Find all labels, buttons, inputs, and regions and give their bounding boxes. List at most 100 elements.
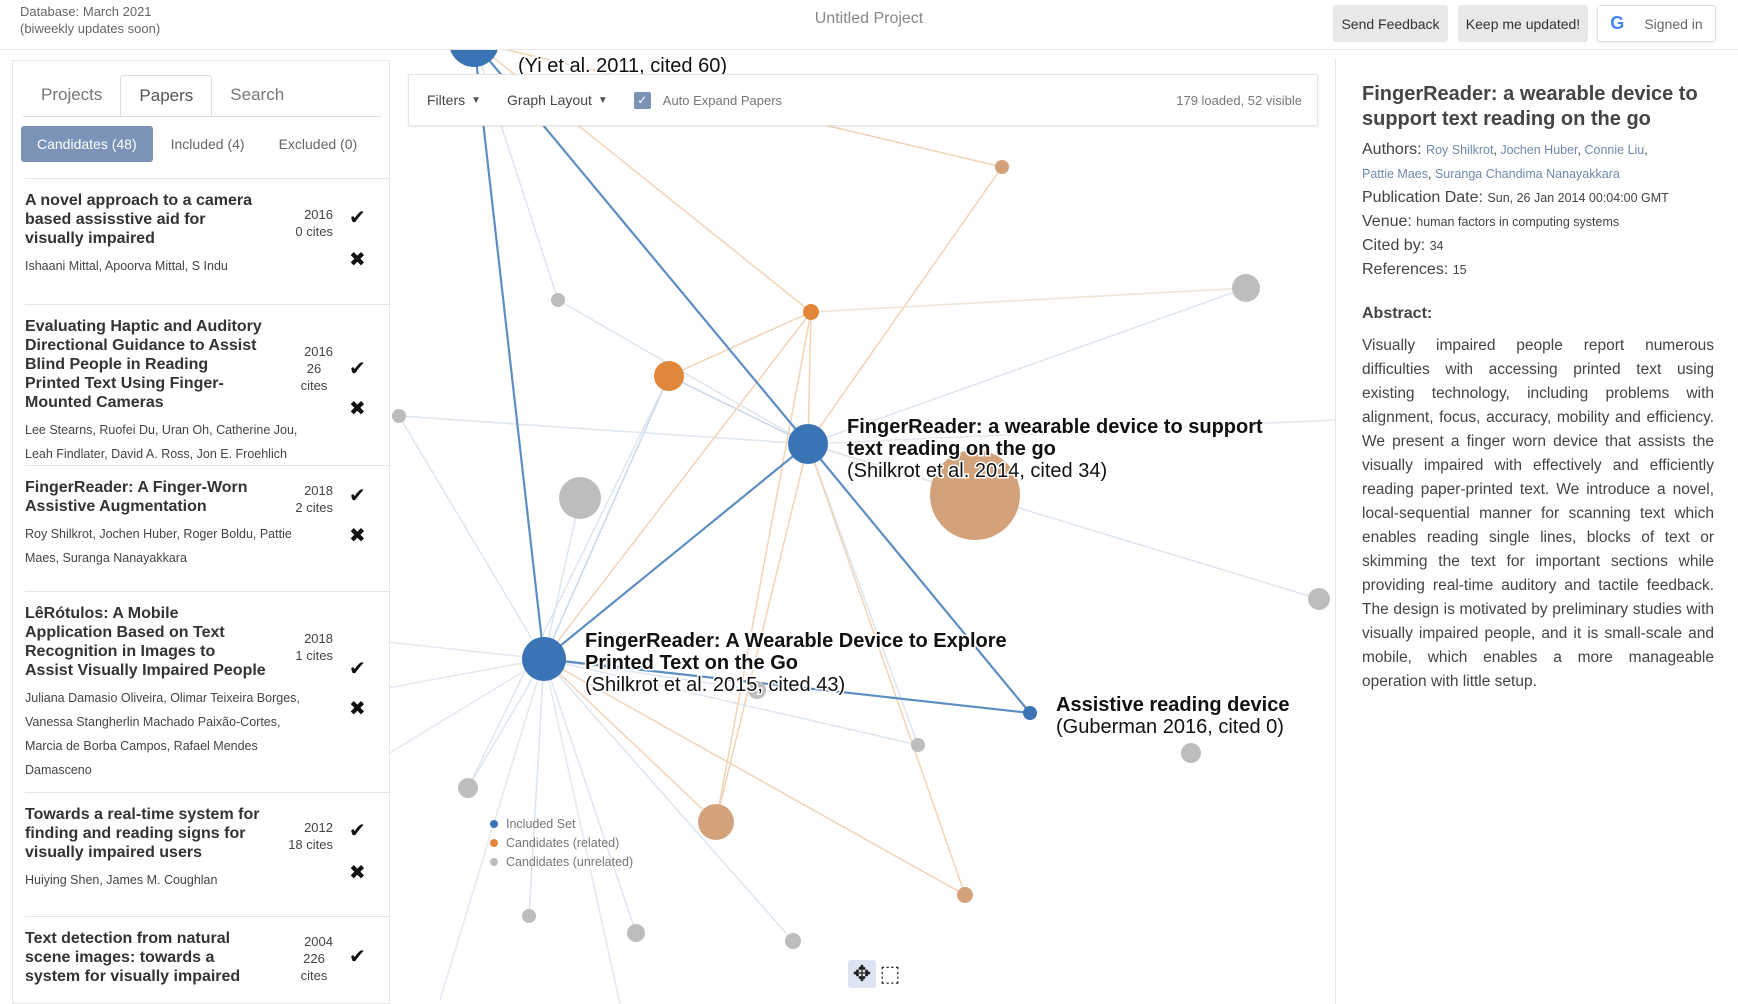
- reject-icon[interactable]: ✖: [349, 249, 366, 271]
- accept-icon[interactable]: ✔: [349, 485, 366, 507]
- graph-edge: [543, 658, 966, 896]
- reject-icon[interactable]: ✖: [349, 862, 366, 884]
- paper-title[interactable]: FingerReader: A Finger-Worn Assistive Au…: [25, 479, 248, 515]
- subtab-excluded[interactable]: Excluded (0): [278, 136, 358, 152]
- graph-edge: [398, 415, 809, 445]
- detail-title: FingerReader: a wearable device to suppo…: [1362, 83, 1698, 130]
- graph-node[interactable]: [930, 450, 1020, 540]
- paper-cites: 26 cites: [300, 361, 328, 393]
- graph-node[interactable]: [1232, 274, 1260, 302]
- tab-projects[interactable]: Projects: [41, 85, 103, 104]
- paper-cites: 18 cites: [288, 837, 333, 852]
- tab-papers[interactable]: Papers: [120, 75, 213, 117]
- tab-search[interactable]: Search: [230, 85, 285, 104]
- graph-layout-dropdown[interactable]: Graph Layout ▼: [499, 92, 616, 108]
- pan-tool-icon[interactable]: ✥: [848, 960, 876, 988]
- paper-year: 2004: [304, 934, 333, 949]
- graph-edge: [807, 443, 919, 746]
- graph-node[interactable]: [551, 293, 565, 307]
- graph-node[interactable]: [995, 160, 1009, 174]
- accept-icon[interactable]: ✔: [349, 658, 366, 680]
- graph-node[interactable]: [392, 409, 406, 423]
- list-item[interactable]: Towards a real-time system for finding a…: [25, 792, 389, 916]
- graph-node[interactable]: [627, 924, 645, 942]
- filters-dropdown[interactable]: Filters ▼: [419, 92, 489, 108]
- references-label: References:: [1362, 261, 1449, 278]
- detail-pubdate: Publication Date: Sun, 26 Jan 2014 00:04…: [1362, 186, 1722, 210]
- graph-node[interactable]: [911, 738, 925, 752]
- reject-icon[interactable]: ✖: [349, 398, 366, 420]
- graph-edge: [390, 658, 545, 689]
- box-select-tool-icon[interactable]: ⬚: [879, 961, 901, 986]
- paper-title[interactable]: A novel approach to a camera based assis…: [25, 192, 253, 247]
- list-item[interactable]: FingerReader: A Finger-Worn Assistive Au…: [25, 465, 389, 591]
- graph-edge-included: [473, 48, 546, 660]
- accept-icon[interactable]: ✔: [349, 820, 366, 842]
- signed-in-button[interactable]: G Signed in: [1597, 5, 1716, 42]
- accept-icon[interactable]: ✔: [349, 946, 366, 968]
- graph-edge: [543, 658, 621, 1004]
- graph-node[interactable]: [522, 637, 566, 681]
- paper-authors: Lee Stearns, Ruofei Du, Uran Oh, Catheri…: [25, 423, 298, 461]
- send-feedback-button[interactable]: Send Feedback: [1333, 5, 1448, 42]
- venue-label: Venue:: [1362, 213, 1412, 230]
- graph-node[interactable]: [654, 361, 684, 391]
- paper-title[interactable]: Towards a real-time system for finding a…: [25, 806, 260, 861]
- author-link[interactable]: Suranga Chandima Nanayakkara: [1434, 167, 1620, 181]
- list-item[interactable]: Evaluating Haptic and Auditory Direction…: [25, 304, 389, 465]
- graph-node[interactable]: [559, 477, 601, 519]
- paper-list: A novel approach to a camera based assis…: [25, 178, 389, 986]
- graph-edge: [390, 658, 545, 754]
- list-item[interactable]: Text detection from natural scene images…: [25, 916, 389, 986]
- subtab-candidates[interactable]: Candidates (48): [21, 126, 153, 162]
- legend-item-included: Included Set: [490, 815, 633, 834]
- reject-icon[interactable]: ✖: [349, 525, 366, 547]
- author-link[interactable]: Connie Liu: [1584, 143, 1645, 157]
- tab-divider: [23, 116, 381, 117]
- auto-expand-toggle[interactable]: ✓ Auto Expand Papers: [626, 91, 790, 109]
- graph-edge: [668, 375, 809, 445]
- list-item[interactable]: LêRótulos: A Mobile Application Based on…: [25, 591, 389, 792]
- author-link[interactable]: Jochen Huber: [1500, 143, 1578, 157]
- graph-node[interactable]: [748, 681, 766, 699]
- graph-toolbar: Filters ▼ Graph Layout ▼ ✓ Auto Expand P…: [408, 74, 1318, 126]
- paper-title[interactable]: Evaluating Haptic and Auditory Direction…: [25, 318, 262, 411]
- graph-edge: [543, 658, 637, 934]
- detail-references: References: 15: [1362, 258, 1722, 282]
- accept-icon[interactable]: ✔: [349, 207, 366, 229]
- graph-node[interactable]: [458, 778, 478, 798]
- graph-edge: [807, 443, 1320, 600]
- author-link[interactable]: Pattie Maes: [1362, 167, 1429, 181]
- graph-node[interactable]: [961, 455, 975, 469]
- accept-icon[interactable]: ✔: [349, 358, 366, 380]
- graph-node[interactable]: [522, 909, 536, 923]
- graph-edge: [810, 287, 1247, 313]
- paper-title[interactable]: LêRótulos: A Mobile Application Based on…: [25, 605, 266, 679]
- keep-updated-button[interactable]: Keep me updated!: [1458, 5, 1588, 42]
- list-item[interactable]: A novel approach to a camera based assis…: [25, 178, 389, 304]
- graph-edge: [715, 443, 809, 823]
- graph-layout-label: Graph Layout: [507, 92, 592, 108]
- checkbox-checked-icon[interactable]: ✓: [633, 91, 651, 109]
- author-link[interactable]: Roy Shilkrot: [1426, 143, 1494, 157]
- graph-node[interactable]: [1308, 588, 1330, 610]
- paper-authors: Huiying Shen, James M. Coughlan: [25, 873, 218, 887]
- graph-edge: [543, 658, 717, 823]
- graph-nodes: [392, 48, 1330, 949]
- subtab-included[interactable]: Included (4): [170, 136, 245, 152]
- graph-node[interactable]: [788, 424, 828, 464]
- graph-node[interactable]: [1181, 743, 1201, 763]
- filters-label: Filters: [427, 92, 466, 108]
- dot-icon: [490, 839, 498, 847]
- graph-node[interactable]: [785, 933, 801, 949]
- graph-node[interactable]: [803, 304, 819, 320]
- graph-edge: [807, 287, 1247, 445]
- graph-node[interactable]: [449, 48, 499, 67]
- reject-icon[interactable]: ✖: [349, 698, 366, 720]
- legend-label: Included Set: [506, 817, 576, 831]
- citedby-value: 34: [1429, 239, 1444, 253]
- paper-title[interactable]: Text detection from natural scene images…: [25, 930, 241, 985]
- graph-node[interactable]: [698, 804, 734, 840]
- graph-node[interactable]: [957, 887, 973, 903]
- graph-node[interactable]: [1023, 706, 1037, 720]
